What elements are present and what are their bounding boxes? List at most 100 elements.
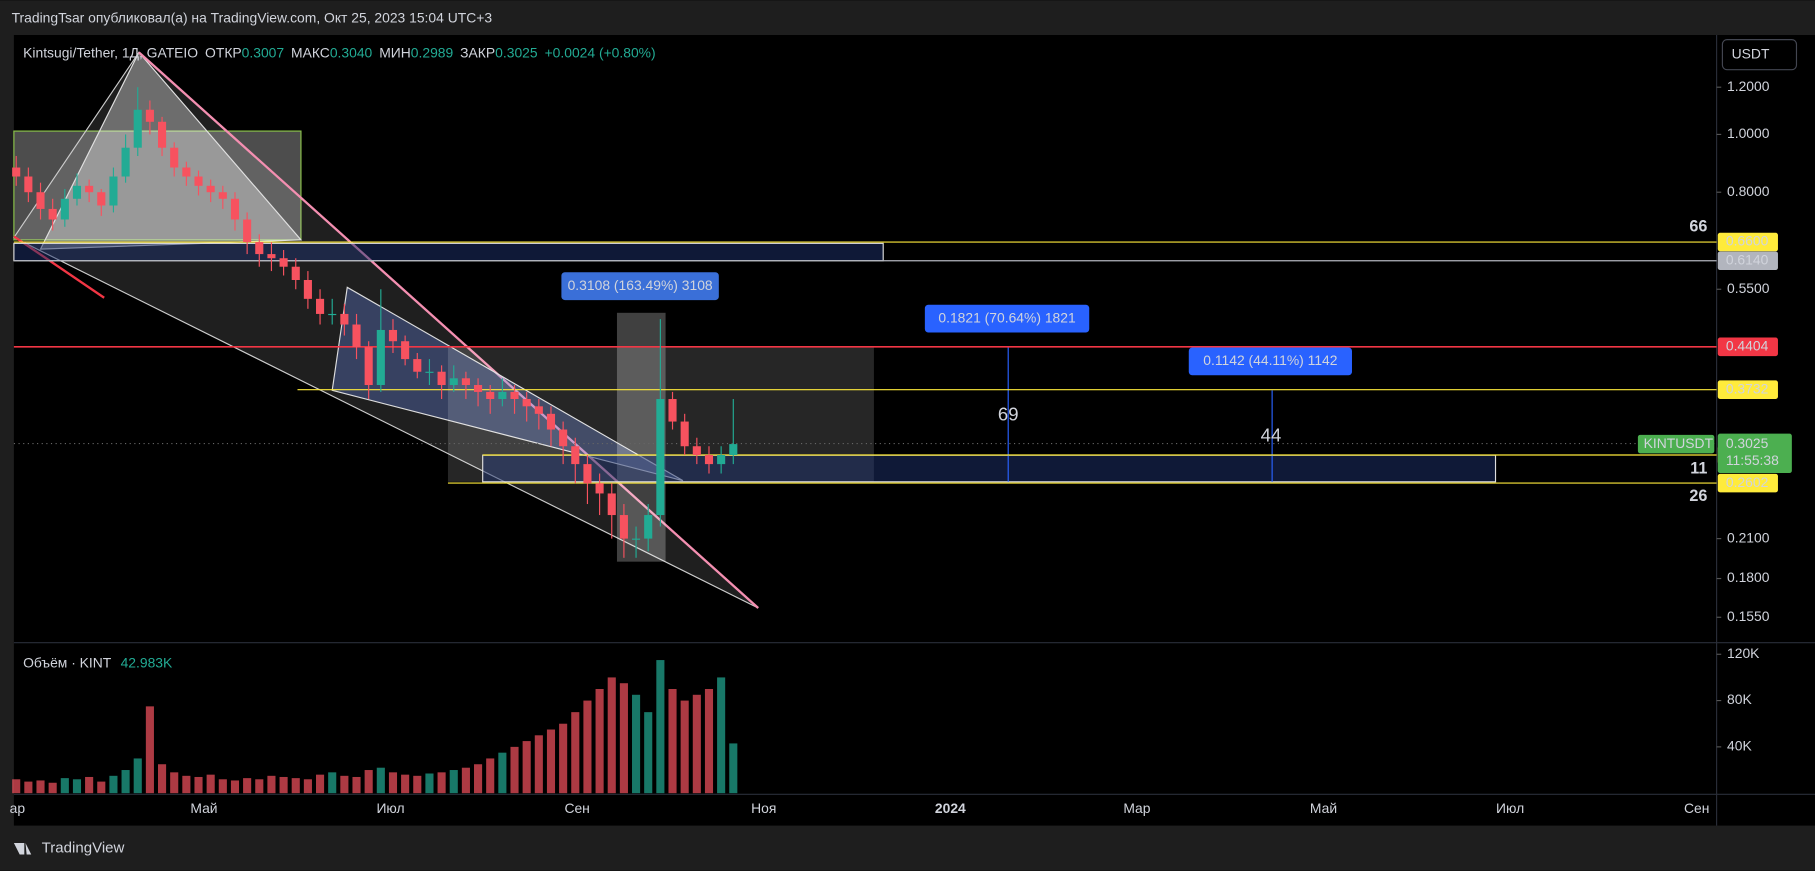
currency-button[interactable] (1721, 39, 1798, 71)
volume-bar (717, 677, 726, 794)
price-badge (1717, 232, 1778, 252)
volume-bar (85, 776, 94, 794)
candle-body (218, 192, 227, 199)
measure-label: 0.3108 (163.49%) 3108 (568, 277, 713, 293)
candle-body (376, 329, 385, 386)
symbol-badge (1637, 434, 1715, 454)
volume-bar (340, 775, 349, 794)
candle-body (546, 413, 556, 430)
volume-bar (522, 741, 531, 794)
volume-bar (534, 735, 543, 794)
ohlc-label: МИН (379, 44, 411, 60)
volume-bar (632, 694, 641, 794)
candle-body (316, 298, 325, 314)
volume-bar (158, 764, 167, 794)
chart-area (13, 34, 1717, 826)
volume-bar (583, 700, 592, 794)
candle-body (72, 185, 82, 199)
candle-body (267, 254, 276, 259)
x-tick-label: Мар (1123, 800, 1150, 816)
triangle (331, 286, 684, 482)
candle-body (85, 185, 94, 193)
candle-body (704, 455, 714, 465)
x-tick-label: ар (10, 800, 26, 816)
volume-bar (510, 746, 519, 794)
volume-bar (218, 779, 227, 794)
candle-body (340, 313, 349, 325)
volume-bar (619, 683, 628, 794)
volume-bar (644, 712, 653, 794)
volume-bar (692, 694, 701, 794)
candle-body (170, 147, 179, 168)
x-tick-label: Июл (376, 800, 404, 816)
last-price-badge (1717, 433, 1792, 474)
volume-bar (680, 700, 689, 794)
volume-bar (170, 772, 179, 794)
y-tick-label: 1.2000 (1727, 78, 1770, 94)
legend: Kintsugi/Tether, 1Д, GATEIO ОТКР0.3007 МАК… (23, 44, 656, 60)
candle-body (449, 378, 458, 386)
candle-body (729, 444, 738, 456)
price-badge-label: 0.6140 (1726, 251, 1769, 267)
volume-bar (607, 677, 616, 794)
volume-legend: Объём · KINT 42.983K (23, 654, 173, 670)
price-badge-label: 0.2602 (1726, 474, 1769, 490)
volume-bar (97, 781, 106, 794)
volume-bar (401, 774, 410, 794)
candle-body (437, 371, 446, 386)
candle-body (243, 219, 252, 243)
volume-bar (376, 767, 385, 794)
candle-body (644, 515, 653, 539)
candle-body (534, 406, 543, 414)
candle-body (206, 185, 215, 193)
volume-bar (243, 778, 252, 794)
footer-brand: TradingView (42, 840, 125, 857)
volume-bar (486, 758, 495, 794)
v-tick-label: 40K (1727, 738, 1752, 754)
candle-body (692, 446, 701, 456)
last-price-label: 0.3025 (1726, 435, 1769, 451)
volume-bar (328, 772, 337, 794)
volume-bar (656, 660, 665, 794)
candle-body (632, 538, 641, 540)
price-badge (1717, 251, 1778, 271)
logo (13, 842, 32, 855)
volume-bar (194, 776, 203, 794)
trend-line (138, 51, 759, 609)
measure-label: 0.1821 (70.64%) 1821 (938, 309, 1076, 325)
candle-body (388, 329, 398, 342)
volume-bar (461, 767, 470, 794)
price-badge (1717, 473, 1778, 493)
volume-bar (36, 780, 45, 794)
ohlc-value: 0.3025 (495, 44, 538, 60)
volume-bar (437, 772, 446, 794)
candle-body (279, 258, 288, 267)
x-tick-label: Сен (564, 800, 589, 816)
measure-label-box (1188, 347, 1352, 376)
candle-body (194, 176, 203, 186)
price-badge (1717, 380, 1778, 399)
volume-bar (121, 770, 130, 794)
candle-body (291, 266, 300, 281)
candle-body (364, 347, 373, 386)
candle-body (12, 167, 21, 177)
candle-body (328, 313, 337, 316)
y-tick-label: 0.1800 (1727, 569, 1770, 585)
price-badge-label: 0.6600 (1726, 233, 1769, 249)
candle-body (401, 341, 410, 360)
volume-title: Объём · KINT (23, 654, 112, 670)
candle-body (595, 483, 604, 494)
volume-bar (230, 780, 240, 794)
candle-body (510, 391, 519, 400)
candle-body (97, 192, 106, 206)
volume-bar (72, 779, 82, 794)
candle-body (668, 399, 677, 422)
header: TradingTsar опубликовал(а) на TradingVie… (12, 9, 493, 25)
volume-bar (729, 743, 738, 794)
y-tick-label: 0.8000 (1727, 183, 1770, 199)
currency-label[interactable]: USDT (1732, 45, 1770, 61)
volume-bar (60, 778, 69, 794)
candle-body (474, 385, 483, 392)
x-tick-label: Май (190, 800, 217, 816)
level-count: 26 (1689, 487, 1707, 505)
